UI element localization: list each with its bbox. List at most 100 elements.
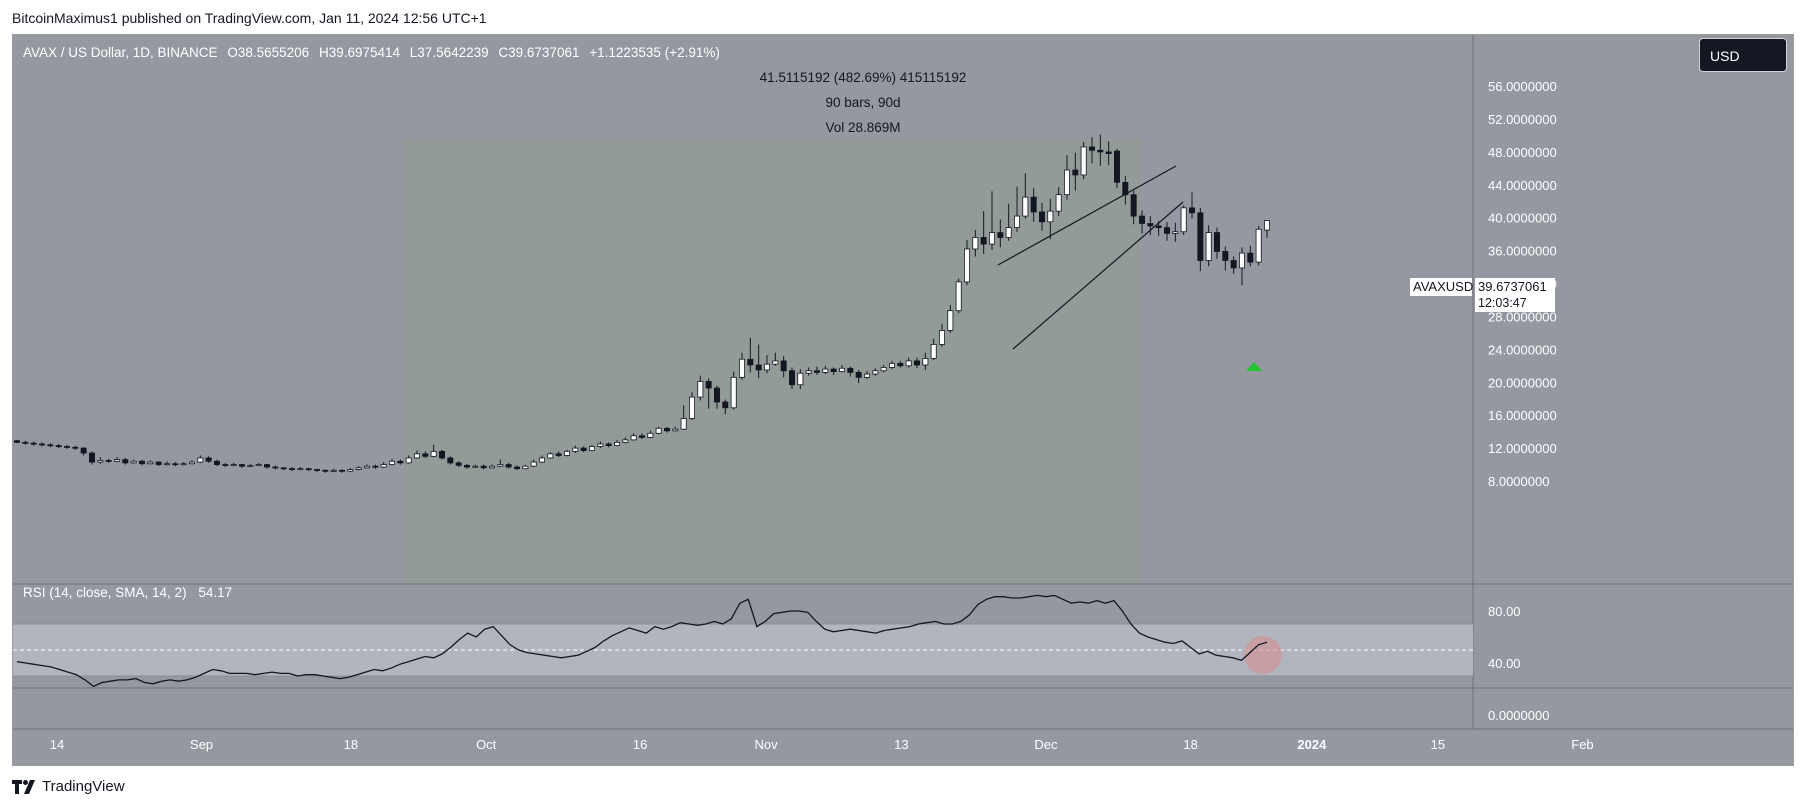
- candle-body: [597, 443, 604, 447]
- price-axis-label: 24.0000000: [1488, 342, 1557, 357]
- candle-body: [139, 460, 145, 465]
- candle-body: [264, 464, 270, 468]
- candle-body: [805, 370, 812, 374]
- candle-body: [1072, 169, 1079, 176]
- candle-body: [814, 370, 820, 373]
- candle-body: [1139, 215, 1145, 224]
- candle-body: [189, 461, 195, 465]
- price-axis-label: 8.0000000: [1488, 474, 1549, 489]
- rsi-axis-label: 80.00: [1488, 604, 1521, 619]
- candle-body: [822, 368, 829, 373]
- candle-body: [922, 358, 929, 366]
- candle-body: [272, 466, 279, 469]
- candle-body: [572, 447, 579, 452]
- time-axis-label: 2024: [1297, 737, 1327, 752]
- publisher-line: BitcoinMaximus1 published on TradingView…: [12, 10, 487, 26]
- candle-body: [289, 468, 295, 471]
- candle-body: [1047, 210, 1054, 223]
- candle-body: [239, 464, 245, 467]
- candle-body: [64, 446, 70, 448]
- tradingview-footer[interactable]: TradingView: [12, 778, 125, 795]
- candle-body: [630, 435, 637, 441]
- measure-line-2: 90 bars, 90d: [825, 95, 901, 110]
- chart-canvas[interactable]: 56.0000000 52.0000000 48.0000000 44.0000000…: [13, 35, 1794, 766]
- chart-frame[interactable]: 56.0000000 52.0000000 48.0000000 44.0000000…: [12, 34, 1794, 766]
- candle-body: [1080, 146, 1087, 176]
- rsi-legend[interactable]: RSI (14, close, SMA, 14, 2) 54.17: [23, 585, 232, 600]
- candle-body: [830, 368, 837, 372]
- candle-body: [1030, 196, 1037, 213]
- candle-body: [280, 467, 287, 470]
- candle-body: [639, 435, 645, 438]
- wedge-upper-line[interactable]: [997, 165, 1177, 266]
- candle-body: [72, 446, 79, 449]
- candle-body: [489, 465, 495, 469]
- candle-body: [722, 401, 729, 409]
- symbol-legend[interactable]: AVAX / US Dollar, 1D, BINANCE O38.565520…: [23, 45, 726, 60]
- wedge-lower-line[interactable]: [1012, 201, 1184, 350]
- candle-body: [1005, 227, 1012, 238]
- candle-body: [1097, 149, 1104, 153]
- price-axis-label: 56.0000000: [1488, 79, 1557, 94]
- candle-body: [664, 427, 670, 432]
- candle-body: [947, 310, 954, 331]
- price-axis-label: 12.0000000: [1488, 441, 1557, 456]
- candle-body: [1014, 215, 1020, 228]
- candle-body: [547, 453, 554, 459]
- candle-body: [172, 463, 179, 466]
- candle-body: [964, 248, 970, 283]
- ohlc-open: O38.5655206: [227, 45, 310, 60]
- candle-body: [505, 464, 512, 468]
- candle-body: [955, 281, 962, 312]
- candle-body: [455, 462, 462, 466]
- price-axis-label: 44.0000000: [1488, 178, 1557, 193]
- candle-body: [22, 441, 29, 444]
- candle-body: [705, 381, 712, 389]
- candle-body: [647, 432, 654, 438]
- candle-body: [330, 469, 337, 472]
- rsi-axis-label: 0.0000000: [1488, 708, 1549, 723]
- candle-body: [855, 371, 862, 378]
- time-axis-label: 16: [633, 737, 647, 752]
- candle-body: [1039, 211, 1045, 223]
- candle-body: [305, 468, 312, 471]
- green-up-arrow: [1246, 362, 1262, 371]
- price-axis-label: 48.0000000: [1488, 145, 1557, 160]
- candle-body: [697, 381, 704, 398]
- candle-body: [389, 460, 395, 465]
- candle-body: [739, 358, 745, 378]
- candle-body: [889, 362, 895, 368]
- currency-button[interactable]: USD: [1699, 38, 1787, 72]
- symbol-tag: AVAXUSD: [1413, 279, 1474, 294]
- candle-body: [1089, 146, 1095, 151]
- candle-body: [364, 465, 370, 469]
- candle-body: [89, 452, 95, 463]
- candle-body: [314, 469, 320, 471]
- candle-body: [1022, 196, 1029, 217]
- candle-body: [897, 362, 904, 367]
- rsi-label: RSI (14, close, SMA, 14, 2): [23, 585, 187, 600]
- candle-body: [847, 367, 854, 373]
- candle-body: [1130, 194, 1137, 217]
- measure-info: 41.5115192 (482.69%) 415115192 90 bars, …: [713, 65, 1013, 140]
- candle-body: [1205, 232, 1212, 261]
- candle-body: [730, 376, 737, 409]
- time-axis-label: 13: [894, 737, 908, 752]
- candle-body: [714, 387, 720, 403]
- candle-body: [155, 461, 162, 465]
- candle-body: [589, 446, 595, 451]
- candle-body: [372, 465, 379, 468]
- candle-body: [1189, 207, 1195, 214]
- candle-body: [55, 445, 62, 448]
- candle-body: [130, 460, 137, 464]
- rsi-highlight-circle: [1244, 636, 1282, 674]
- measure-range-highlight: [403, 139, 1141, 584]
- candle-body: [747, 358, 754, 366]
- candle-body: [880, 367, 887, 372]
- candle-body: [1164, 227, 1170, 234]
- candle-body: [1172, 231, 1179, 234]
- ohlc-close: C39.6737061: [498, 45, 580, 60]
- candle-body: [764, 363, 770, 371]
- candle-body: [355, 467, 362, 470]
- candle-body: [1197, 212, 1204, 261]
